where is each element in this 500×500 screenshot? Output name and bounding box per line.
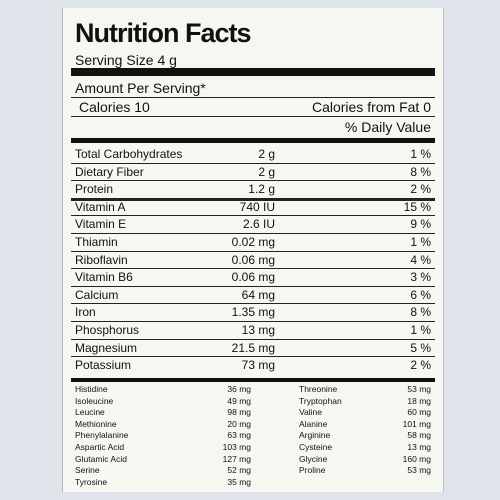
rule: [71, 215, 435, 217]
amino-name: Methionine: [75, 418, 117, 429]
nutrient-dv: 6 %: [410, 287, 431, 302]
nutrient-amount: 1.35 mg: [231, 305, 275, 320]
rule: [71, 321, 435, 322]
nutrient-name: Total Carbohydrates: [75, 147, 183, 161]
amino-name: Tryptophan: [299, 395, 342, 406]
amino-name: Valine: [299, 407, 322, 418]
nutrient-dv: 8 %: [410, 305, 431, 320]
nutrient-dv: 4 %: [410, 252, 431, 267]
nutrient-name: Iron: [75, 305, 96, 320]
title: Nutrition Facts: [75, 18, 252, 48]
nutrient-dv: 1 %: [410, 323, 431, 337]
nutrient-dv: 3 %: [410, 270, 431, 285]
amino-amount: 49 mg: [227, 395, 251, 406]
nutrient-name: Dietary Fiber: [75, 164, 144, 179]
rule: [71, 233, 435, 234]
rule: [71, 303, 435, 305]
amino-amount: 53 mg: [407, 384, 431, 394]
nutrient-name: Vitamin E: [75, 217, 127, 232]
amino-amount: 18 mg: [407, 395, 431, 406]
rule: [71, 250, 435, 252]
nutrient-amount: 13 mg: [241, 323, 275, 337]
nutrient-dv: 1 %: [410, 235, 431, 249]
nutrient-amount: 73 mg: [241, 358, 275, 373]
thick-rule: [71, 138, 435, 143]
nutrient-amount: 2 g: [258, 147, 275, 161]
amino-name: Alanine: [299, 418, 328, 429]
nutrient-amount: 0.06 mg: [231, 270, 275, 285]
nutrient-name: Potassium: [75, 358, 132, 373]
amino-name: Threonine: [299, 384, 338, 394]
nutrient-name: Vitamin B6: [75, 270, 133, 285]
nutrient-name: Magnesium: [75, 340, 138, 355]
nutrient-name: Calcium: [75, 287, 119, 302]
nutrient-name: Riboflavin: [75, 252, 128, 267]
amino-name: Tyrosine: [75, 476, 108, 487]
calories: Calories 10: [79, 99, 150, 115]
thick-rule: [71, 68, 435, 76]
nutrient-amount: 2 g: [258, 164, 275, 179]
amino-name: Glycine: [299, 453, 328, 464]
nutrient-dv: 5 %: [410, 340, 431, 355]
rule: [71, 285, 435, 287]
nutrient-name: Phosphorus: [75, 323, 140, 337]
thick-rule: [71, 378, 435, 382]
serving-size: Serving Size 4 g: [75, 52, 177, 68]
rule: [71, 197, 435, 201]
nutrient-amount: 0.02 mg: [231, 235, 275, 249]
amino-amount: 58 mg: [407, 430, 431, 441]
amino-name: Serine: [75, 465, 100, 476]
amino-name: Aspartic Acid: [75, 442, 125, 452]
rule: [71, 268, 435, 270]
amino-amount: 20 mg: [227, 418, 251, 429]
rule: [71, 97, 435, 98]
nutrient-name: Protein: [75, 182, 114, 197]
amino-amount: 101 mg: [402, 418, 431, 429]
nutrient-amount: 2.6 IU: [242, 217, 275, 232]
amino-amount: 60 mg: [407, 407, 431, 418]
amino-name: Arginine: [299, 430, 331, 441]
rule: [71, 180, 435, 182]
nutrient-amount: 21.5 mg: [231, 340, 275, 355]
rule: [71, 116, 435, 117]
amino-name: Leucine: [75, 407, 105, 418]
amino-name: Phenylalanine: [75, 430, 129, 441]
amino-amount: 36 mg: [227, 384, 251, 394]
nutrient-name: Thiamin: [75, 235, 118, 249]
rule: [71, 338, 435, 340]
amino-amount: 35 mg: [227, 476, 251, 487]
nutrient-amount: 64 mg: [241, 287, 275, 302]
amino-amount: 63 mg: [227, 430, 251, 441]
amino-name: Histidine: [75, 384, 108, 394]
rule: [71, 356, 435, 358]
amino-amount: 98 mg: [227, 407, 251, 418]
amino-amount: 52 mg: [227, 465, 251, 476]
amount-per-serving: Amount Per Serving*: [75, 80, 206, 96]
nutrient-amount: 740 IU: [239, 199, 275, 214]
amino-amount: 127 mg: [222, 453, 251, 464]
amino-amount: 53 mg: [407, 465, 431, 476]
calories-from-fat: Calories from Fat 0: [311, 99, 431, 115]
rule: [71, 162, 435, 164]
nutrient-dv: 8 %: [410, 164, 431, 179]
amino-name: Isoleucine: [75, 395, 114, 406]
nutrient-dv: 2 %: [410, 182, 431, 197]
nutrient-dv: 2 %: [410, 358, 431, 373]
amino-amount: 13 mg: [407, 442, 431, 452]
nutrient-dv: 9 %: [410, 217, 431, 232]
nutrition-label: Nutrition Facts Serving Size 4 g Amount …: [62, 8, 444, 492]
amino-name: Glutamic Acid: [75, 453, 127, 464]
nutrient-amount: 0.06 mg: [231, 252, 275, 267]
amino-name: Proline: [299, 465, 326, 476]
nutrient-amount: 1.2 g: [248, 182, 275, 197]
amino-amount: 160 mg: [402, 453, 431, 464]
amino-amount: 103 mg: [222, 442, 251, 452]
nutrient-name: Vitamin A: [75, 199, 126, 214]
nutrient-dv: 1 %: [410, 147, 431, 161]
daily-value-heading: % Daily Value: [344, 119, 431, 135]
nutrient-dv: 15 %: [403, 199, 431, 214]
amino-name: Cysteine: [299, 442, 333, 452]
